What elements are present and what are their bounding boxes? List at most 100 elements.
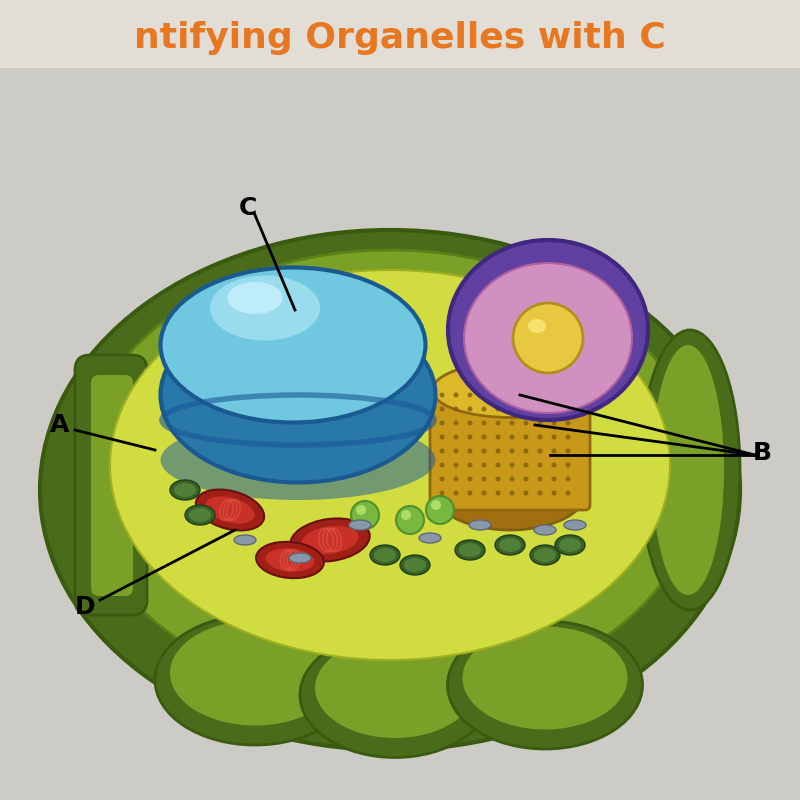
Circle shape	[439, 477, 445, 482]
Circle shape	[467, 421, 473, 426]
Circle shape	[551, 393, 557, 398]
Circle shape	[551, 490, 557, 495]
Ellipse shape	[206, 497, 254, 523]
Circle shape	[510, 421, 514, 426]
Ellipse shape	[115, 275, 665, 655]
Circle shape	[523, 449, 529, 454]
Circle shape	[523, 477, 529, 482]
Circle shape	[523, 490, 529, 495]
Ellipse shape	[447, 621, 642, 749]
Ellipse shape	[110, 270, 670, 660]
Ellipse shape	[189, 508, 211, 522]
Circle shape	[510, 477, 514, 482]
Ellipse shape	[196, 490, 264, 530]
Circle shape	[510, 490, 514, 495]
Circle shape	[551, 421, 557, 426]
Ellipse shape	[161, 267, 426, 422]
Ellipse shape	[469, 520, 491, 530]
Circle shape	[467, 406, 473, 411]
Circle shape	[551, 406, 557, 411]
Circle shape	[566, 406, 570, 411]
Circle shape	[538, 434, 542, 439]
Ellipse shape	[404, 558, 426, 572]
Ellipse shape	[534, 548, 556, 562]
Circle shape	[439, 406, 445, 411]
Circle shape	[467, 393, 473, 398]
Circle shape	[551, 449, 557, 454]
Circle shape	[523, 462, 529, 467]
Circle shape	[495, 393, 501, 398]
Circle shape	[482, 421, 486, 426]
Circle shape	[467, 434, 473, 439]
Ellipse shape	[161, 420, 435, 500]
Circle shape	[454, 421, 458, 426]
Circle shape	[454, 462, 458, 467]
Circle shape	[454, 449, 458, 454]
Circle shape	[454, 393, 458, 398]
Ellipse shape	[555, 535, 585, 555]
Ellipse shape	[433, 362, 587, 418]
Circle shape	[351, 501, 379, 529]
Ellipse shape	[40, 230, 740, 750]
Ellipse shape	[400, 555, 430, 575]
Circle shape	[439, 462, 445, 467]
Circle shape	[523, 434, 529, 439]
Circle shape	[566, 421, 570, 426]
Ellipse shape	[185, 505, 215, 525]
Circle shape	[510, 393, 514, 398]
Ellipse shape	[464, 263, 632, 413]
Text: C: C	[239, 196, 257, 220]
Circle shape	[482, 406, 486, 411]
Circle shape	[495, 421, 501, 426]
Circle shape	[439, 490, 445, 495]
Circle shape	[510, 406, 514, 411]
Circle shape	[439, 449, 445, 454]
Circle shape	[454, 490, 458, 495]
Circle shape	[482, 490, 486, 495]
Circle shape	[523, 393, 529, 398]
Circle shape	[401, 510, 411, 520]
Ellipse shape	[155, 615, 355, 745]
Ellipse shape	[534, 525, 556, 535]
Circle shape	[513, 303, 583, 373]
Ellipse shape	[370, 545, 400, 565]
Text: ntifying Organelles with C: ntifying Organelles with C	[134, 21, 666, 55]
Circle shape	[439, 393, 445, 398]
Ellipse shape	[161, 307, 435, 482]
Ellipse shape	[374, 548, 396, 562]
Ellipse shape	[302, 526, 358, 554]
Ellipse shape	[530, 545, 560, 565]
Ellipse shape	[349, 520, 371, 530]
Circle shape	[482, 434, 486, 439]
Ellipse shape	[234, 535, 256, 545]
Circle shape	[356, 505, 366, 515]
Circle shape	[454, 434, 458, 439]
Circle shape	[538, 462, 542, 467]
Circle shape	[454, 477, 458, 482]
Ellipse shape	[256, 542, 324, 578]
Circle shape	[495, 434, 501, 439]
Text: B: B	[753, 441, 771, 465]
Ellipse shape	[210, 275, 320, 341]
Circle shape	[551, 462, 557, 467]
Ellipse shape	[448, 240, 648, 420]
Circle shape	[495, 449, 501, 454]
Circle shape	[566, 477, 570, 482]
Circle shape	[467, 490, 473, 495]
Circle shape	[538, 449, 542, 454]
Circle shape	[510, 449, 514, 454]
Ellipse shape	[174, 483, 196, 497]
Circle shape	[566, 434, 570, 439]
Circle shape	[467, 462, 473, 467]
Circle shape	[482, 477, 486, 482]
Ellipse shape	[315, 638, 475, 738]
Circle shape	[439, 434, 445, 439]
Circle shape	[566, 462, 570, 467]
Ellipse shape	[462, 626, 627, 730]
FancyBboxPatch shape	[75, 355, 147, 615]
Circle shape	[538, 406, 542, 411]
Circle shape	[439, 421, 445, 426]
Ellipse shape	[499, 538, 521, 552]
Ellipse shape	[459, 543, 481, 557]
Circle shape	[482, 449, 486, 454]
